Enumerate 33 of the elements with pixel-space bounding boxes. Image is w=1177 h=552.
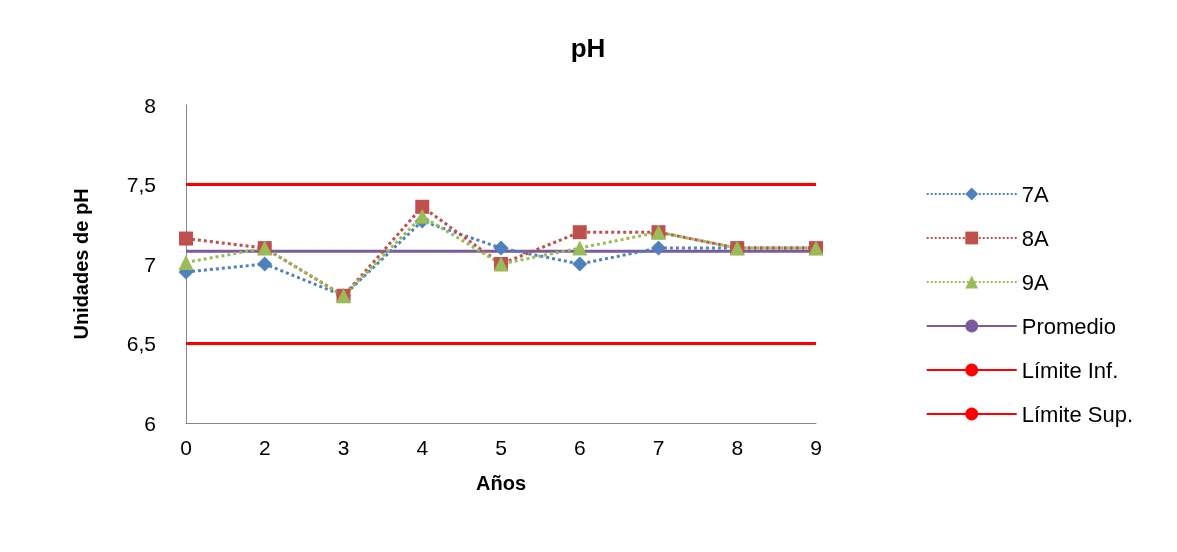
point [493,240,509,256]
x-tick-label: 9 [810,436,822,459]
y-axis-title: Unidades de pH [70,188,92,340]
point [572,225,587,240]
point [179,231,193,246]
y-tick-label: 6 [144,411,156,435]
point [651,240,666,256]
y-tick-label: 8 [144,93,156,117]
y-tick-label: 7 [144,252,156,276]
x-tick-label: 4 [416,436,429,459]
legend-label: Límite Sup. [1021,401,1133,427]
legend-label: Promedio [1021,313,1116,339]
point [178,254,194,270]
legend-label: 7A [1021,181,1049,207]
point [572,256,588,272]
y-tick-label: 7,5 [126,173,156,196]
x-tick-label: 3 [337,436,350,459]
x-axis-title: Años [476,472,526,494]
point [257,256,273,272]
y-tick-label: 6,5 [126,332,156,355]
x-tick-label: 0 [180,436,192,459]
chart-title: pH [570,33,606,63]
x-tick-label: 2 [258,436,271,459]
point [572,240,588,256]
x-tick-label: 5 [495,436,507,459]
point [414,208,430,224]
x-tick-label: 6 [573,436,586,459]
legend-label: 8A [1021,225,1049,251]
legend-label: Límite Inf. [1021,357,1119,383]
x-tick-label: 8 [731,436,744,459]
legend-label: 9A [1021,269,1049,295]
point [415,199,430,214]
x-tick-label: 7 [652,436,665,459]
